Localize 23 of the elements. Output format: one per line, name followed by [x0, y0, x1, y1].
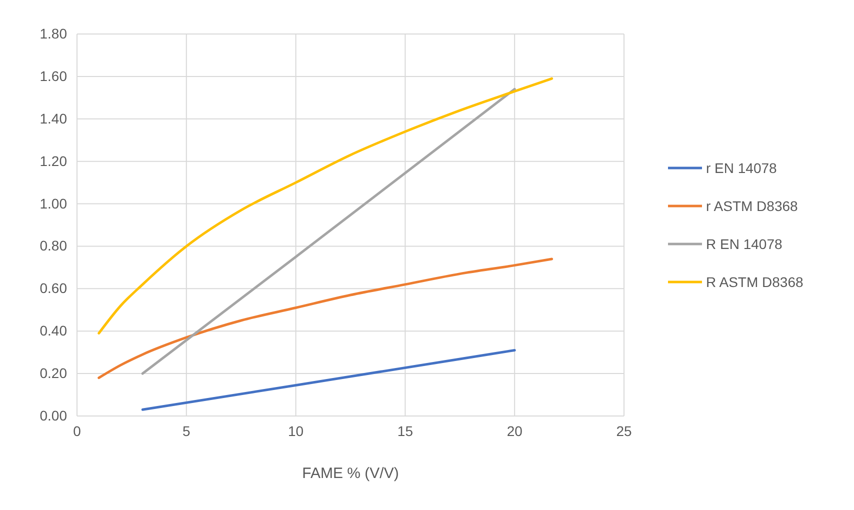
- y-tick-label: 0.40: [40, 322, 68, 339]
- y-tick-label: 0.60: [40, 280, 68, 296]
- legend-label: R EN 14078: [706, 236, 782, 252]
- y-tick-label: 0.80: [40, 238, 68, 254]
- y-tick-label: 1.40: [40, 110, 68, 126]
- legend-label: r EN 14078: [706, 160, 778, 176]
- x-tick-label: 10: [288, 422, 304, 439]
- x-tick-label: 15: [397, 422, 414, 439]
- x-axis-title: FAME % (V/V): [302, 465, 399, 482]
- line-series: [98, 258, 554, 380]
- x-tick-label: 5: [182, 422, 190, 439]
- x-tick-label: 20: [506, 422, 523, 439]
- x-tick-label: 0: [73, 422, 82, 439]
- y-tick-label: 1.60: [40, 68, 68, 84]
- y-tick-label: 1.20: [40, 152, 68, 169]
- y-tick-label: 1.00: [40, 195, 68, 212]
- x-tick-label: 25: [616, 422, 632, 439]
- y-tick-label: 0.20: [40, 365, 68, 382]
- y-tick-label: 1.80: [40, 25, 68, 42]
- legend-label: R ASTM D8368: [706, 274, 804, 290]
- y-tick-label: 0.00: [40, 407, 68, 424]
- legend-label: r ASTM D8368: [706, 198, 798, 214]
- line-series: [98, 77, 554, 334]
